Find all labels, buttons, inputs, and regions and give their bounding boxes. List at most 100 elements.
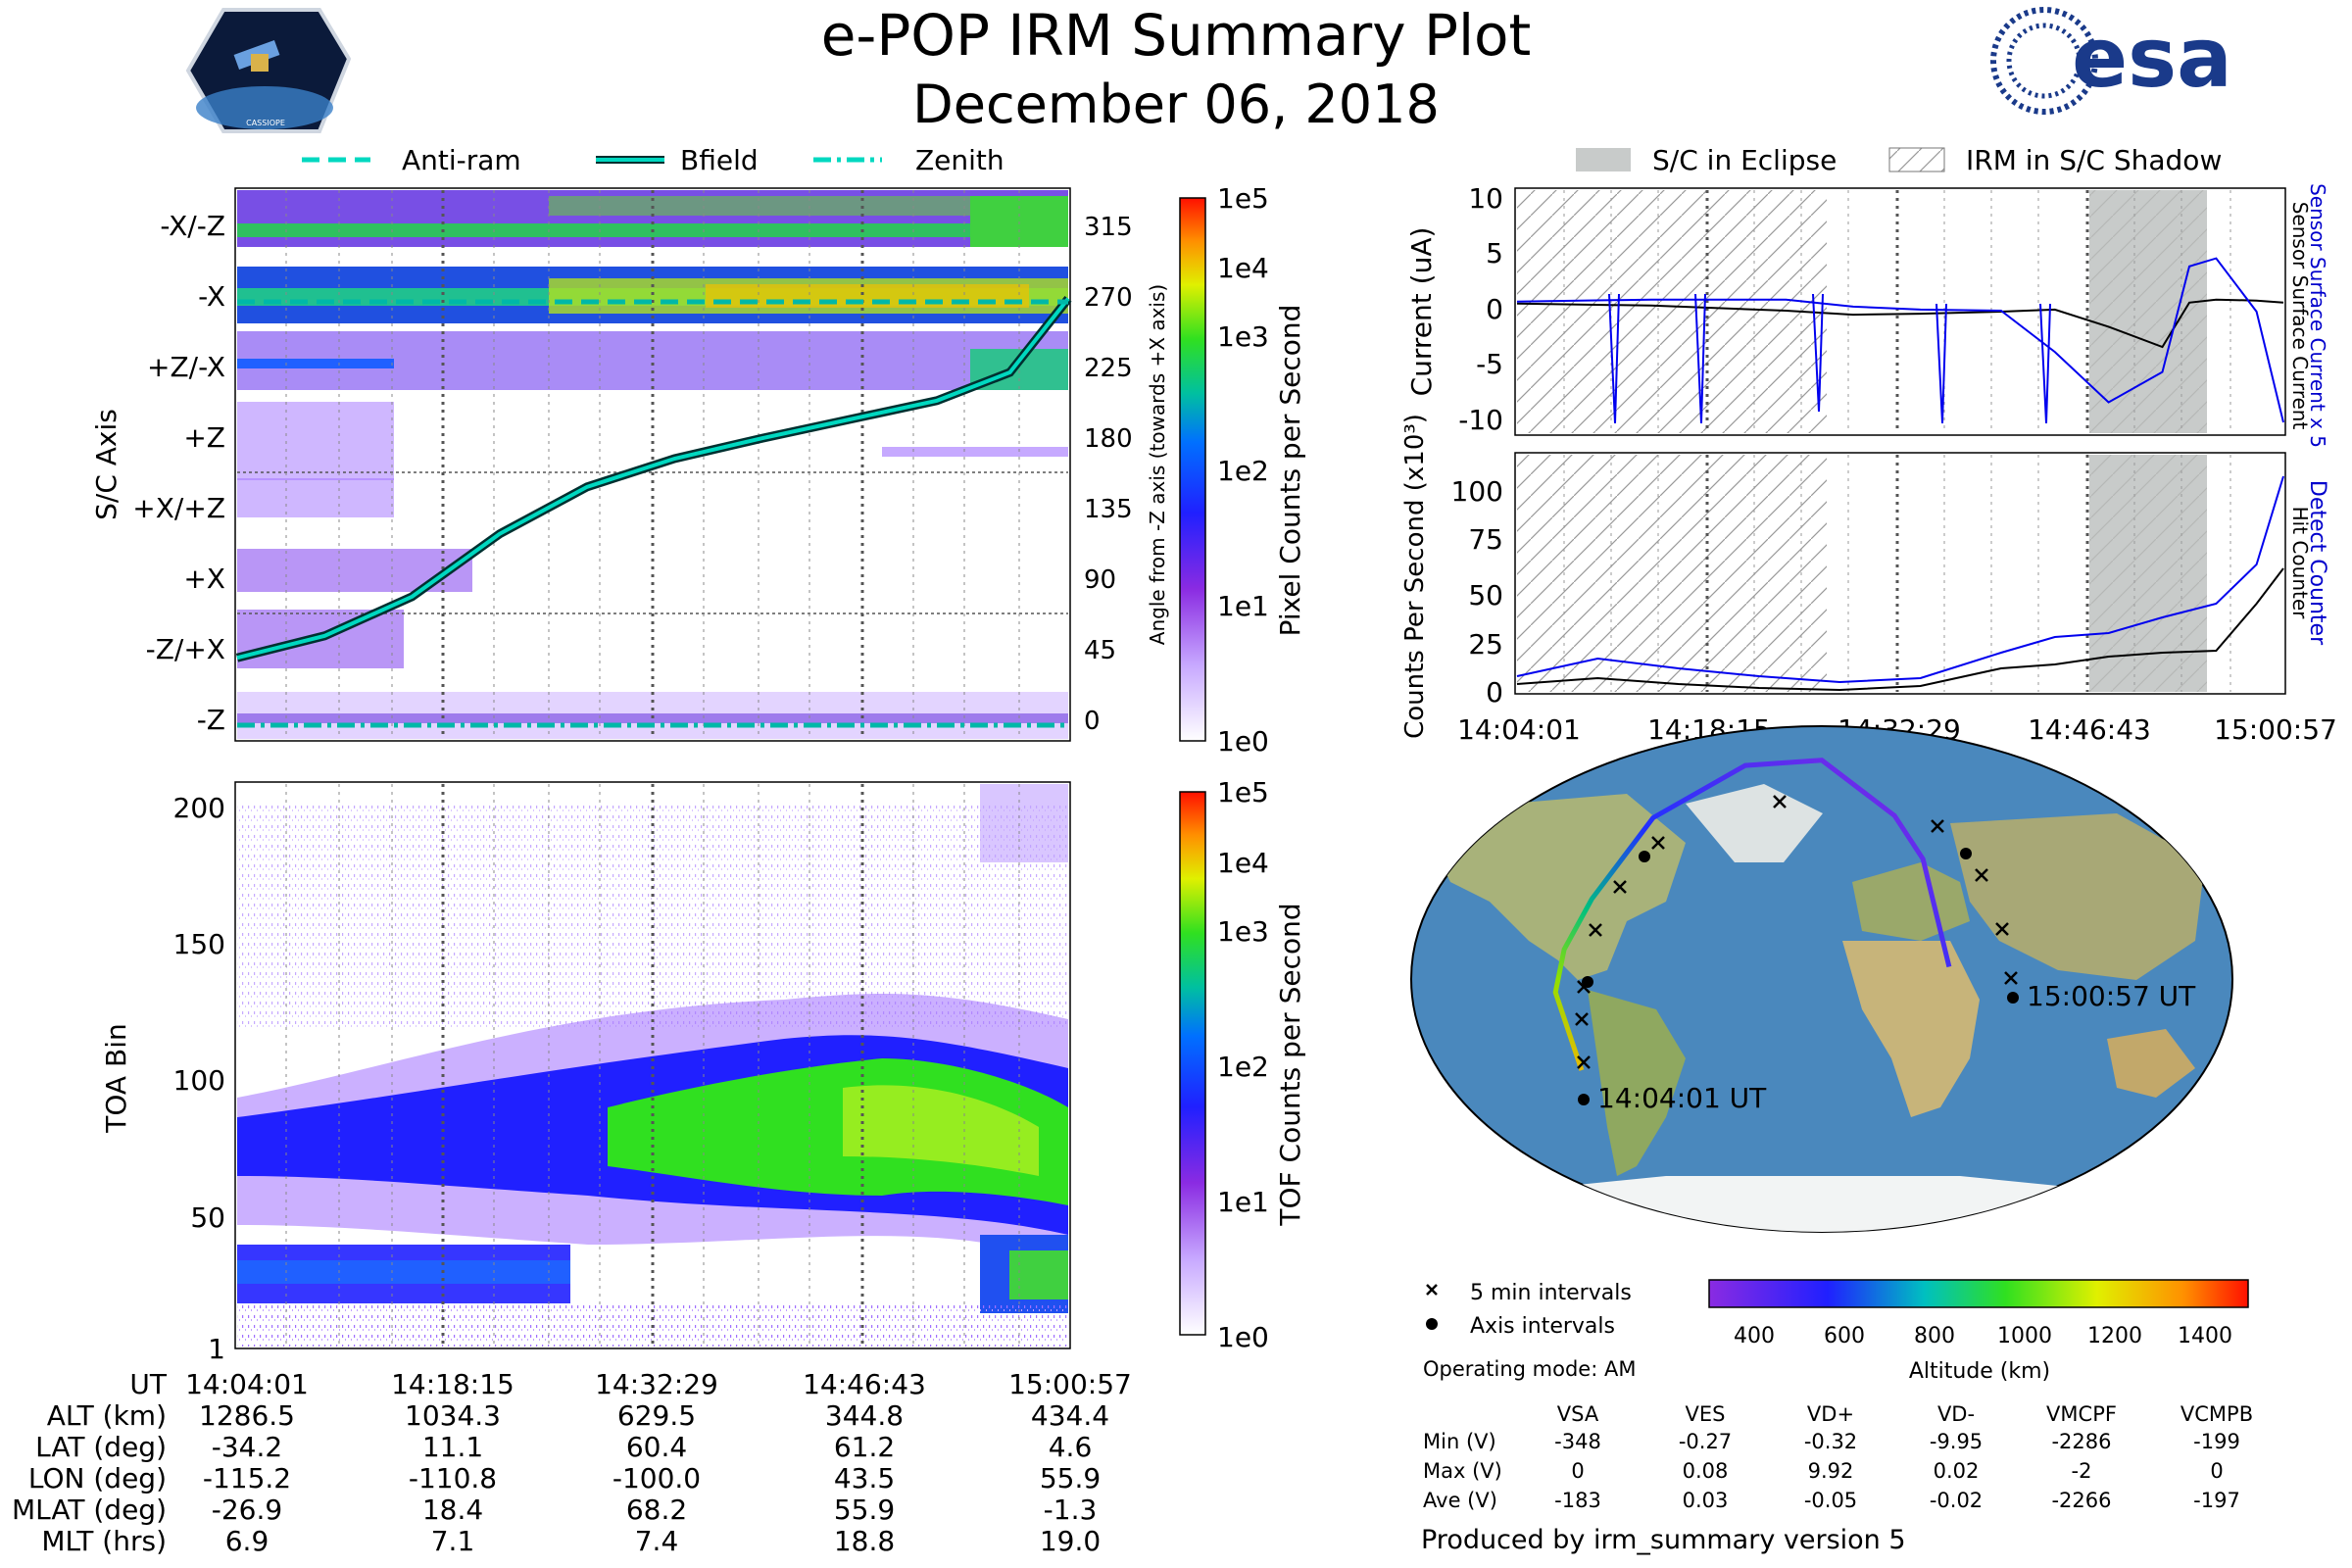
row-label: Min (V) — [1423, 1430, 1496, 1453]
row-label: LAT (deg) — [35, 1431, 167, 1463]
current-spikes — [1608, 293, 2051, 424]
axis-tick-label: +Z/-X — [147, 351, 225, 383]
colorbar-tick: 1e0 — [1217, 1321, 1269, 1353]
track-start-label: 14:04:01 UT — [1597, 1082, 1767, 1114]
axis-interval-markers — [1578, 848, 2019, 1105]
counts-tick-label: 50 — [1468, 579, 1503, 612]
tof-colorbar: 1e5 1e4 1e3 1e2 1e1 1e0 TOF Counts per S… — [1179, 776, 1306, 1353]
legend-zenith: Zenith — [915, 144, 1004, 176]
current-tick-label: 5 — [1486, 237, 1503, 270]
ephemeris-table: UT 14:04:01 14:18:15 14:32:29 14:46:43 1… — [12, 1368, 1132, 1557]
cell-value: -183 — [1554, 1489, 1601, 1512]
row-value: -110.8 — [409, 1462, 497, 1494]
current-tick-label: -5 — [1476, 348, 1503, 380]
spectrogram-legend: Anti-ram Bfield Zenith — [302, 144, 1004, 176]
row-value: 344.8 — [825, 1399, 904, 1432]
legend-eclipse: S/C in Eclipse — [1652, 144, 1837, 176]
row-value: 19.0 — [1040, 1525, 1101, 1557]
series-line-detect-counter — [1516, 475, 2284, 684]
angle-tick-label: 180 — [1084, 424, 1133, 454]
cell-value: -199 — [2193, 1430, 2240, 1453]
cell-value: 0.08 — [1683, 1459, 1729, 1483]
cell-value: -0.02 — [1930, 1489, 1983, 1512]
time-tick: 15:00:57 — [1008, 1368, 1132, 1400]
angle-tick-label: 90 — [1084, 565, 1116, 595]
counts-tick-label: 100 — [1451, 475, 1503, 508]
row-value: 68.2 — [626, 1494, 687, 1526]
orbit-map: 14:04:01 UT 15:00:57 UT — [1410, 725, 2233, 1233]
current-tick-label: 10 — [1468, 182, 1503, 215]
axis-tick-label: -X/-Z — [160, 210, 225, 242]
legend-bfield: Bfield — [680, 144, 759, 176]
colorbar-tick: 1e3 — [1217, 915, 1269, 948]
altitude-tick: 1200 — [2087, 1324, 2142, 1348]
pixel-colorbar-label: Pixel Counts per Second — [1274, 305, 1306, 637]
bfield-line — [236, 297, 1070, 661]
column-header: VMCPF — [2046, 1402, 2117, 1426]
axis-tick-label: -Z/+X — [146, 633, 225, 665]
cassiope-badge: CASSIOPE — [185, 8, 352, 133]
toa-tick-label: 150 — [173, 928, 225, 960]
angle-tick-label: 45 — [1084, 636, 1116, 665]
time-tick: 15:00:57 — [2214, 713, 2337, 746]
colorbar-tick: 1e4 — [1217, 847, 1269, 879]
toa-tick-label: 1 — [208, 1333, 225, 1365]
time-tick: 14:04:01 — [1457, 713, 1581, 746]
row-value: 1286.5 — [199, 1399, 295, 1432]
five-min-markers — [1575, 795, 2018, 1069]
colorbar-tick: 1e0 — [1217, 725, 1269, 758]
time-tick: 14:04:01 — [185, 1368, 309, 1400]
angle-tick-label: 0 — [1084, 707, 1101, 736]
cell-value: -0.05 — [1804, 1489, 1857, 1512]
counts-plot: 100 75 50 25 0 Counts Per Second (x10³) … — [1400, 414, 2329, 739]
axis-tick-label: -X — [198, 280, 225, 313]
legend-shadow: IRM in S/C Shadow — [1966, 144, 2222, 176]
cell-value: -0.27 — [1679, 1430, 1732, 1453]
legend-anti-ram: Anti-ram — [402, 144, 521, 176]
altitude-tick: 400 — [1734, 1324, 1775, 1348]
cell-value: 0 — [1571, 1459, 1584, 1483]
series-line-current-x5 — [1516, 257, 2284, 423]
axis-tick-label: -Z — [197, 704, 225, 736]
counts-right-label-blue: Detect Counter — [2305, 480, 2329, 646]
altitude-tick: 1000 — [1997, 1324, 2052, 1348]
altitude-label: Altitude (km) — [1909, 1359, 2050, 1384]
altitude-tick: 1400 — [2178, 1324, 2232, 1348]
counts-tick-label: 75 — [1468, 523, 1503, 556]
cell-value: -197 — [2193, 1489, 2240, 1512]
counts-grid — [1563, 455, 2231, 692]
colorbar-tick: 1e5 — [1217, 776, 1269, 808]
toa-tick-label: 50 — [190, 1201, 225, 1234]
current-ylabel: Current (uA) — [1405, 227, 1438, 397]
row-value: 629.5 — [617, 1399, 696, 1432]
row-label: Max (V) — [1423, 1459, 1502, 1483]
row-label: ALT (km) — [47, 1399, 167, 1432]
map-legend: 5 min intervals Axis intervals — [1426, 1281, 1632, 1339]
colorbar-tick: 1e1 — [1217, 1186, 1269, 1218]
row-value: 7.1 — [431, 1525, 475, 1557]
ut-label: UT — [129, 1368, 167, 1400]
axis-tick-label: +X/+Z — [132, 492, 225, 524]
counts-tick-label: 25 — [1468, 628, 1503, 661]
counts-right-label-black: Hit Counter — [2288, 507, 2312, 619]
row-value: 43.5 — [834, 1462, 895, 1494]
row-value: 61.2 — [834, 1431, 895, 1463]
axis-tick-label: +Z — [183, 421, 225, 454]
row-value: 18.8 — [834, 1525, 895, 1557]
row-value: 18.4 — [422, 1494, 483, 1526]
toa-tick-label: 100 — [173, 1064, 225, 1097]
angle-tick-label: 270 — [1084, 283, 1133, 313]
right-time-axis: 14:04:01 14:18:15 14:32:29 14:46:43 15:0… — [1457, 713, 2337, 746]
row-value: 55.9 — [834, 1494, 895, 1526]
cell-value: -9.95 — [1930, 1430, 1983, 1453]
page-title: e-POP IRM Summary Plot — [821, 2, 1532, 69]
axis-tick-label: +X — [183, 563, 225, 595]
row-value: 4.6 — [1049, 1431, 1093, 1463]
eclipse-legend: S/C in Eclipse IRM in S/C Shadow — [1576, 144, 2222, 176]
colorbar-tick: 1e3 — [1217, 320, 1269, 353]
angle-tick-label: 315 — [1084, 213, 1133, 242]
series-line-hit-counter — [1516, 567, 2284, 692]
tof-colorbar-label: TOF Counts per Second — [1274, 903, 1306, 1226]
row-value: -1.3 — [1044, 1494, 1098, 1526]
pixel-y2label: Angle from -Z axis (towards +X axis) — [1146, 284, 1169, 645]
